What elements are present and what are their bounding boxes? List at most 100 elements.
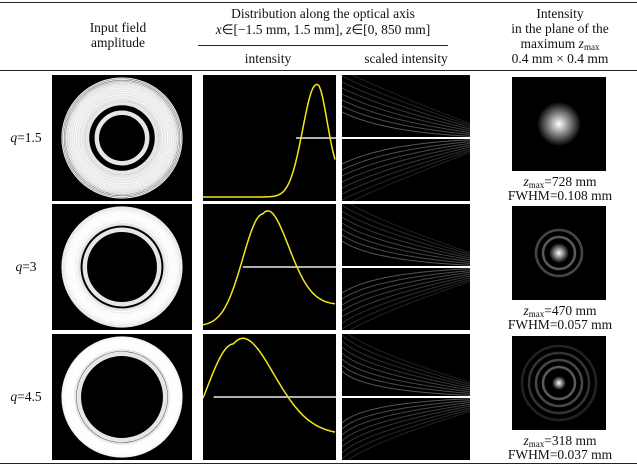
input-amplitude-image [52, 204, 192, 330]
ring [76, 221, 168, 313]
ring [68, 84, 176, 192]
distribution-header: Distribution along the optical axis [231, 6, 415, 21]
q-label: q=3 [15, 259, 36, 274]
ring [64, 209, 180, 325]
fringe [342, 216, 470, 259]
fringe [342, 352, 470, 391]
fringe [342, 401, 470, 436]
fringe [342, 81, 470, 128]
fringe [342, 346, 470, 389]
fringe [342, 87, 470, 130]
intensity-image [203, 334, 336, 460]
fringe [342, 210, 470, 257]
fringe [342, 99, 470, 134]
ring [63, 338, 181, 456]
fringe [342, 277, 470, 324]
fringe [342, 150, 470, 201]
ring [64, 80, 180, 196]
side-ring [534, 228, 584, 278]
fringe [342, 279, 470, 330]
q-symbol: q [15, 259, 23, 274]
q-label: q=1.5 [10, 130, 41, 145]
fringe [342, 358, 470, 393]
ring [65, 81, 179, 195]
ring [66, 211, 178, 323]
ring [62, 207, 182, 327]
ring [67, 212, 177, 322]
ring [94, 110, 150, 166]
range-header: x∈[−1.5 mm, 1.5 mm], z∈[0, 850 mm] [216, 22, 431, 37]
fringe [342, 407, 470, 454]
zmax-symbol: z [578, 36, 584, 51]
z-sub: max [528, 309, 545, 319]
plane-header-1: Intensity [536, 6, 584, 21]
fringe [342, 275, 470, 318]
q-symbol: q [10, 389, 18, 404]
bottom-rule [0, 463, 637, 464]
focal-spot-image [512, 336, 606, 430]
range-part: ∈[0, 850 mm] [351, 22, 431, 37]
fringe [349, 204, 470, 254]
fringe [342, 370, 470, 396]
zmax-label: zmax=728 mm [523, 174, 596, 193]
ring [64, 209, 180, 325]
fringe [342, 111, 470, 137]
intensity-curve [203, 337, 336, 433]
ring [82, 227, 162, 307]
fringe [342, 75, 470, 126]
scaled-intensity-image [342, 204, 470, 330]
input-amplitude-image [52, 334, 192, 460]
intensity-curve [203, 210, 336, 326]
ring [61, 206, 183, 328]
fringe [342, 146, 470, 189]
ring [72, 217, 172, 317]
fringe [342, 141, 470, 171]
fringe [342, 400, 470, 430]
fringe [342, 364, 470, 394]
ring [76, 351, 168, 443]
side-ring [534, 358, 584, 408]
fringe [342, 334, 470, 385]
spot [537, 102, 581, 146]
scaled-header: scaled intensity [364, 51, 448, 66]
zmax-label: zmax=470 mm [523, 303, 596, 322]
ring [61, 336, 183, 458]
plane-text: maximum [520, 36, 579, 51]
fringe [342, 398, 470, 424]
ring [63, 338, 181, 456]
q-label: q=4.5 [10, 389, 41, 404]
fringe [342, 271, 470, 306]
side-ring [520, 344, 598, 422]
q-value: =1.5 [17, 130, 42, 145]
fringe [342, 270, 470, 300]
range-part: x [215, 22, 222, 37]
fringe [347, 410, 470, 460]
ring [70, 86, 174, 190]
fwhm-label: FWHM=0.108 mm [507, 188, 613, 203]
ring [66, 82, 178, 194]
header-rule [0, 70, 637, 71]
q-value: =4.5 [17, 389, 42, 404]
focal-spot-image [512, 77, 606, 171]
ring [62, 337, 182, 457]
z-symbol: z [523, 433, 529, 448]
input-header-1: Input field [89, 20, 147, 35]
q-value: =3 [22, 259, 37, 274]
side-ring [527, 351, 591, 415]
size-header: 0.4 mm × 0.4 mm [511, 51, 609, 66]
fringe [342, 228, 470, 263]
ring [62, 337, 182, 457]
fringe [342, 240, 470, 266]
fringe [342, 204, 470, 255]
scaled-intensity-image [342, 334, 470, 460]
intensity-image [203, 75, 336, 201]
ring [62, 78, 182, 198]
plane-header-2: in the plane of the [511, 21, 609, 36]
fringe [347, 334, 470, 384]
fringe [342, 409, 470, 460]
range-part: z [346, 22, 352, 37]
fringe [342, 268, 470, 294]
side-ring [541, 235, 577, 271]
range-part: ∈[−1.5 mm, 1.5 mm], [221, 22, 347, 37]
